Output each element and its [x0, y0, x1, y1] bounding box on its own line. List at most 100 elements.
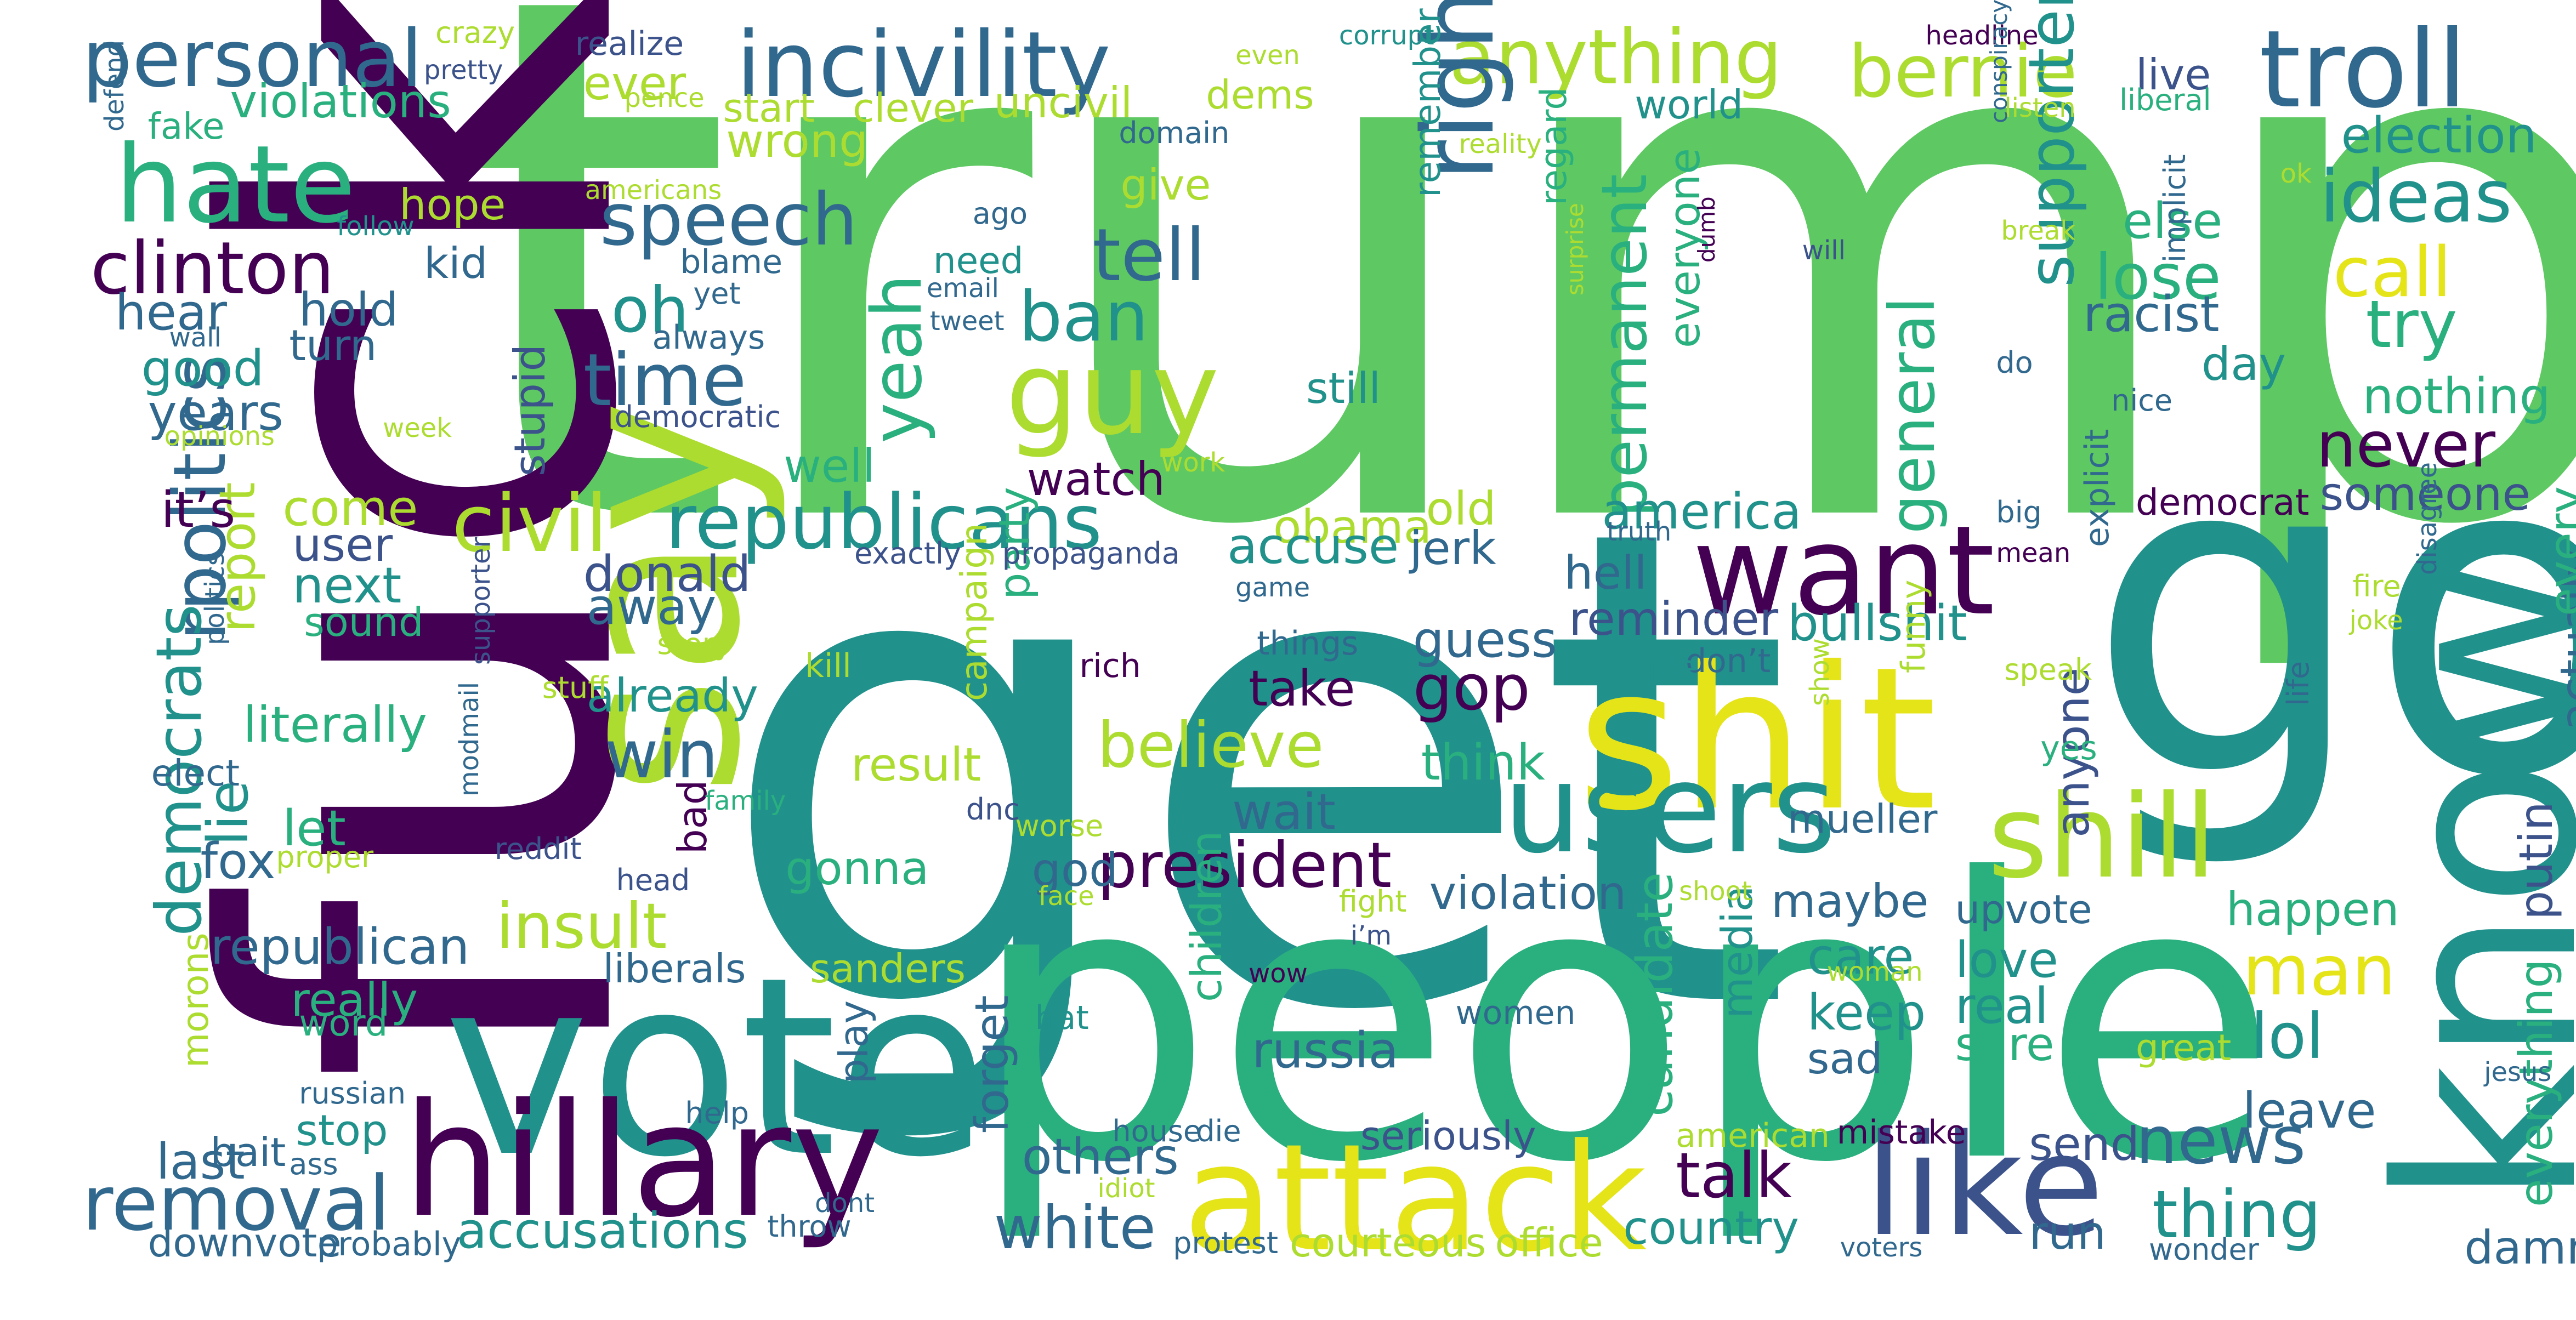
cloud-word: pence — [624, 83, 705, 113]
cloud-word: literally — [243, 697, 428, 754]
cloud-word: family — [705, 786, 786, 817]
cloud-word: maybe — [1771, 874, 1929, 928]
cloud-word: play — [831, 1000, 877, 1084]
cloud-word: elect — [151, 752, 240, 795]
cloud-word: come — [282, 480, 418, 537]
cloud-word: like — [1864, 1105, 2104, 1268]
cloud-word: country — [1623, 1201, 1799, 1255]
cloud-word: thing — [2152, 1177, 2322, 1254]
cloud-word: white — [994, 1194, 1156, 1263]
cloud-word: hope — [399, 180, 506, 230]
cloud-word: sanders — [810, 945, 966, 992]
cloud-word: stuff — [542, 670, 609, 705]
cloud-word: violations — [230, 74, 451, 128]
cloud-word: break — [2001, 216, 2075, 247]
cloud-word: clever — [853, 84, 974, 131]
cloud-word: result — [851, 738, 981, 792]
cloud-word: wow — [1249, 958, 1308, 989]
cloud-word: wonder — [2148, 1232, 2259, 1267]
cloud-word: house — [1112, 1114, 1202, 1149]
cloud-word: personal — [82, 13, 423, 105]
cloud-word: politics — [200, 552, 230, 646]
cloud-word: general — [1875, 297, 1949, 534]
cloud-word: mistake — [1836, 1113, 1966, 1152]
cloud-word: proper — [276, 840, 374, 875]
cloud-word: send — [2029, 1117, 2140, 1171]
cloud-word: others — [1022, 1129, 1179, 1186]
cloud-word: kill — [805, 647, 852, 686]
cloud-word: nothing — [2362, 368, 2551, 426]
cloud-word: modmail — [454, 682, 485, 797]
cloud-word: office — [1495, 1220, 1603, 1266]
cloud-word: uncivil — [994, 78, 1133, 128]
cloud-word: never — [2316, 408, 2496, 482]
cloud-word: stupid — [505, 344, 555, 476]
cloud-word: attack — [1183, 1112, 1647, 1285]
cloud-word: story — [657, 626, 732, 661]
cloud-word: bait — [210, 1129, 286, 1176]
cloud-word: don’t — [1686, 642, 1771, 681]
cloud-word: follow — [337, 211, 415, 242]
cloud-word: ok — [2280, 158, 2312, 189]
cloud-word: try — [2365, 287, 2458, 363]
cloud-word: election — [2341, 107, 2537, 164]
cloud-word: realize — [575, 24, 684, 63]
cloud-word: hell — [1564, 545, 1647, 600]
cloud-word: listen — [2004, 93, 2076, 123]
cloud-word: email — [926, 274, 999, 304]
cloud-word: ban — [1018, 276, 1149, 357]
cloud-word: ago — [972, 196, 1028, 231]
cloud-word: sure — [1955, 1017, 2055, 1071]
cloud-word: hear — [115, 285, 228, 342]
cloud-word: speak — [2004, 652, 2092, 687]
cloud-word: ideas — [2319, 155, 2512, 239]
cloud-word: give — [1120, 160, 1211, 210]
cloud-word: sound — [304, 599, 424, 645]
cloud-word: accuse — [1227, 517, 1399, 575]
cloud-word: really — [291, 972, 418, 1027]
cloud-word: probably — [317, 1225, 462, 1264]
cloud-word: trump — [451, 0, 2576, 684]
cloud-word: dems — [1206, 71, 1314, 118]
cloud-word: talk — [1676, 1139, 1792, 1213]
cloud-word: every — [2539, 486, 2576, 616]
cloud-word: reddit — [494, 832, 582, 867]
cloud-word: civil — [451, 477, 608, 570]
cloud-word: else — [2123, 192, 2223, 250]
cloud-word: damn — [2464, 1221, 2576, 1275]
cloud-word: upvote — [1955, 886, 2092, 932]
cloud-word: supporter — [466, 537, 496, 665]
cloud-word: shit — [1577, 624, 1937, 854]
cloud-word: liberals — [603, 945, 746, 992]
cloud-word: game — [1235, 572, 1310, 603]
cloud-word: help — [685, 1096, 749, 1131]
cloud-word: shill — [1988, 770, 2217, 904]
cloud-word: turn — [289, 321, 377, 371]
cloud-word: go — [2086, 357, 2576, 874]
cloud-word: democratic — [614, 400, 781, 435]
cloud-word: stop — [296, 1106, 388, 1156]
cloud-word: sad — [1807, 1034, 1883, 1084]
cloud-word: women — [1455, 993, 1576, 1032]
cloud-word: care — [1807, 928, 1914, 986]
cloud-word: voters — [1840, 1233, 1923, 1264]
cloud-word: news — [2136, 1103, 2306, 1180]
cloud-word: big — [1996, 494, 2042, 530]
cloud-word: ass — [289, 1147, 338, 1182]
cloud-word: good — [141, 340, 264, 398]
cloud-word: insult — [496, 889, 667, 963]
cloud-word: week — [383, 413, 452, 444]
cloud-word: well — [784, 439, 875, 493]
cloud-word: head — [616, 862, 690, 897]
cloud-word: time — [583, 339, 747, 423]
cloud-word: americans — [585, 175, 722, 206]
cloud-word: protest — [1173, 1226, 1279, 1261]
cloud-word: gop — [1412, 651, 1530, 725]
cloud-word: old — [1426, 481, 1496, 536]
cloud-word: downvote — [147, 1220, 342, 1266]
cloud-word: worse — [1015, 809, 1104, 844]
cloud-word: truth — [1607, 516, 1672, 547]
cloud-word: wall — [169, 323, 222, 354]
cloud-word: last — [156, 1134, 245, 1191]
